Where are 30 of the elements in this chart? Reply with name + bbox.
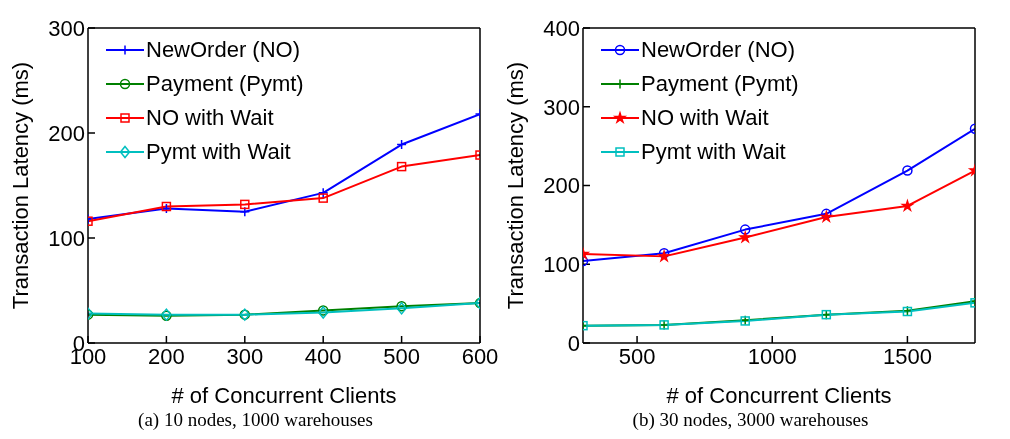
legend-label: NO with Wait (641, 104, 769, 132)
x-tick-label: 1500 (882, 343, 932, 369)
y-tick-label: 100 (48, 225, 85, 251)
x-tick-label: 600 (461, 343, 499, 369)
y-tick-label: 0 (567, 330, 580, 356)
x-tick-label: 500 (383, 343, 420, 369)
legend-label: NewOrder (NO) (641, 36, 796, 64)
legend-label: Payment (Pymt) (146, 70, 304, 98)
x-axis-title: # of Concurrent Clients (666, 383, 892, 408)
x-tick-label: 400 (304, 343, 342, 369)
y-axis-title: Transaction Latency (ms) (7, 61, 33, 310)
legend-label: Pymt with Wait (146, 138, 291, 166)
x-tick-label: 300 (226, 343, 264, 369)
legend-label: Pymt with Wait (641, 138, 786, 166)
legend-label: NO with Wait (146, 104, 274, 132)
legend-label: Payment (Pymt) (641, 70, 799, 98)
text: (b) 30 nodes, 3000 warehouses (632, 409, 869, 431)
y-axis-title: Transaction Latency (ms) (502, 61, 528, 310)
y-tick-label: 200 (543, 173, 580, 199)
x-tick-label: 200 (148, 343, 185, 369)
x-tick-label: 1000 (747, 343, 797, 369)
y-tick-label: 100 (543, 252, 580, 278)
x-axis-title: # of Concurrent Clients (171, 383, 397, 408)
text: (a) 10 nodes, 1000 warehouses (138, 409, 373, 431)
x-tick-label: 500 (618, 343, 656, 369)
y-tick-label: 400 (543, 15, 580, 41)
y-tick-label: 300 (48, 15, 85, 41)
y-tick-label: 300 (543, 94, 580, 120)
y-tick-label: 200 (48, 120, 85, 146)
legend-label: NewOrder (NO) (146, 36, 301, 64)
